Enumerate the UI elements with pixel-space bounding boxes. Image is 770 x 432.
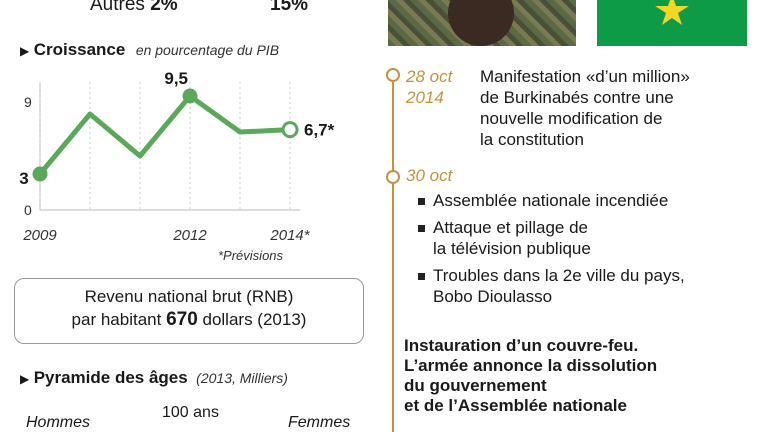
data-label: 9,5 <box>164 70 188 88</box>
series-line <box>38 93 291 176</box>
pyramid-age-label: 100 ans <box>162 404 219 421</box>
event1-date-line2: 2014 <box>406 88 444 107</box>
event1-line: la constitution <box>480 130 584 149</box>
rnb-line2: par habitant 670 dollars (2013) <box>15 309 363 331</box>
top-row-right-value: 15% <box>270 0 309 15</box>
y-tick-label: 9 <box>24 94 32 110</box>
bullet-square-icon <box>418 273 425 280</box>
bullet-square-icon <box>418 198 425 205</box>
pyramid-men-label: Hommes <box>26 414 91 431</box>
pyramid-subtitle: (2013, Milliers) <box>196 370 288 386</box>
bullet-line: Troubles dans la 2e ville du pays, <box>433 266 685 285</box>
burkina-flag <box>597 0 747 46</box>
bullet-square-icon <box>418 225 425 232</box>
bullet-item: Attaque et pillage de la télévision publ… <box>418 217 685 259</box>
soldier-photo <box>388 0 576 46</box>
autres-label: Autres <box>90 0 145 15</box>
bold-note-line: Instauration d’un couvre-feu. <box>404 336 639 355</box>
x-tick-label: 2009 <box>22 227 57 244</box>
rnb-prefix: par habitant <box>71 310 162 329</box>
data-label: 6,7* <box>304 121 335 140</box>
pyramid-women-label: Femmes <box>288 414 351 431</box>
event1-line: Manifestation «d’un million» <box>480 67 690 86</box>
bold-note-line: L’armée annonce la dissolution <box>404 356 658 375</box>
autres-value: 2% <box>150 0 178 15</box>
timeline-dot-2 <box>386 170 400 184</box>
timeline-line <box>392 74 394 432</box>
bold-note-line: et de l’Assemblée nationale <box>404 396 627 415</box>
event1-line: de Burkinabés contre une <box>480 88 674 107</box>
data-point <box>182 88 198 104</box>
bold-note: Instauration d’un couvre-feu. L’armée an… <box>404 336 657 416</box>
triangle-right-icon: ▶ <box>20 44 30 58</box>
timeline-dot-1 <box>386 68 400 82</box>
top-row-left: Autres 2% <box>90 0 178 16</box>
event1-date: 28 oct 2014 <box>406 66 452 108</box>
forecast-footnote: *Prévisions <box>218 248 284 263</box>
growth-title: Croissance <box>33 40 126 59</box>
x-tick-label: 2012 <box>172 227 207 244</box>
data-point <box>32 166 48 182</box>
bold-note-line: du gouvernement <box>404 376 547 395</box>
pyramid-header: ▶ Pyramide des âges (2013, Milliers) <box>20 368 288 388</box>
bullet-line: Bobo Dioulasso <box>433 287 553 306</box>
bullet-item: Troubles dans la 2e ville du pays, Bobo … <box>418 265 685 307</box>
bullet-line: Assemblée nationale incendiée <box>433 191 669 210</box>
growth-subtitle: en pourcentage du PIB <box>135 42 280 58</box>
event2-bullets: Assemblée nationale incendiée Attaque et… <box>418 190 685 307</box>
bullet-item: Assemblée nationale incendiée <box>418 190 685 211</box>
event1-line: nouvelle modification de <box>480 109 663 128</box>
pyramid-title: Pyramide des âges <box>33 368 188 387</box>
y-tick-label: 0 <box>24 202 32 218</box>
rnb-value: 670 <box>166 309 198 330</box>
rnb-suffix: dollars (2013) <box>202 310 307 329</box>
event2-date: 30 oct <box>406 166 453 185</box>
bullet-line: la télévision publique <box>433 239 591 258</box>
event1-date-line1: 28 oct <box>406 67 453 86</box>
growth-header: ▶ Croissance en pourcentage du PIB <box>20 40 279 60</box>
x-tick-label: 2014* <box>269 227 310 244</box>
triangle-right-icon: ▶ <box>20 372 30 386</box>
data-label: 3 <box>19 169 28 188</box>
data-point <box>281 121 299 139</box>
star-icon <box>655 0 689 25</box>
bullet-line: Attaque et pillage de <box>433 218 589 237</box>
rnb-box: Revenu national brut (RNB) par habitant … <box>14 278 364 344</box>
event1-text: Manifestation «d’un million» de Burkinab… <box>480 66 690 150</box>
growth-line-chart: 0 9 2009 2012 2014* 3 9,5 6,7* <box>19 70 335 244</box>
rnb-line1: Revenu national brut (RNB) <box>84 287 294 306</box>
